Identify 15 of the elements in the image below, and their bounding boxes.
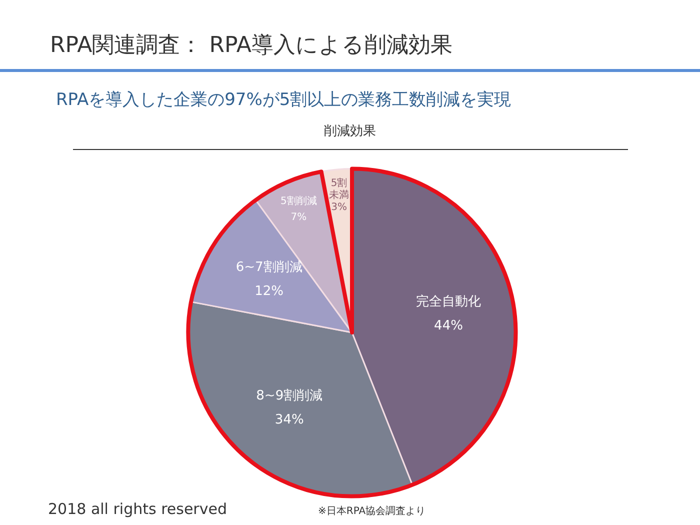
data-label: 34% [274, 412, 304, 428]
data-label: 3% [331, 202, 347, 214]
slice-label: 5割削減 [280, 194, 317, 207]
data-label: 7% [290, 212, 307, 223]
slice-label: 完全自動化 [416, 293, 482, 310]
data-label: 44% [434, 318, 463, 334]
slice-label: 8~9割削減 [256, 388, 323, 404]
chart-subtitle: RPAを導入した企業の97%が5割以上の業務工数削減を実現 [56, 89, 512, 111]
text: 2018 all rights reserved [48, 500, 227, 518]
data-label: 12% [254, 284, 284, 300]
text: ※日本RPA協会調査より [318, 504, 426, 518]
text: 削減効果 [323, 123, 377, 140]
chart-title: RPA関連調査： RPA導入による削減効果 [50, 32, 452, 60]
slice-label: 5割未満 [329, 177, 350, 202]
slice-label: 6~7割削減 [236, 260, 302, 276]
